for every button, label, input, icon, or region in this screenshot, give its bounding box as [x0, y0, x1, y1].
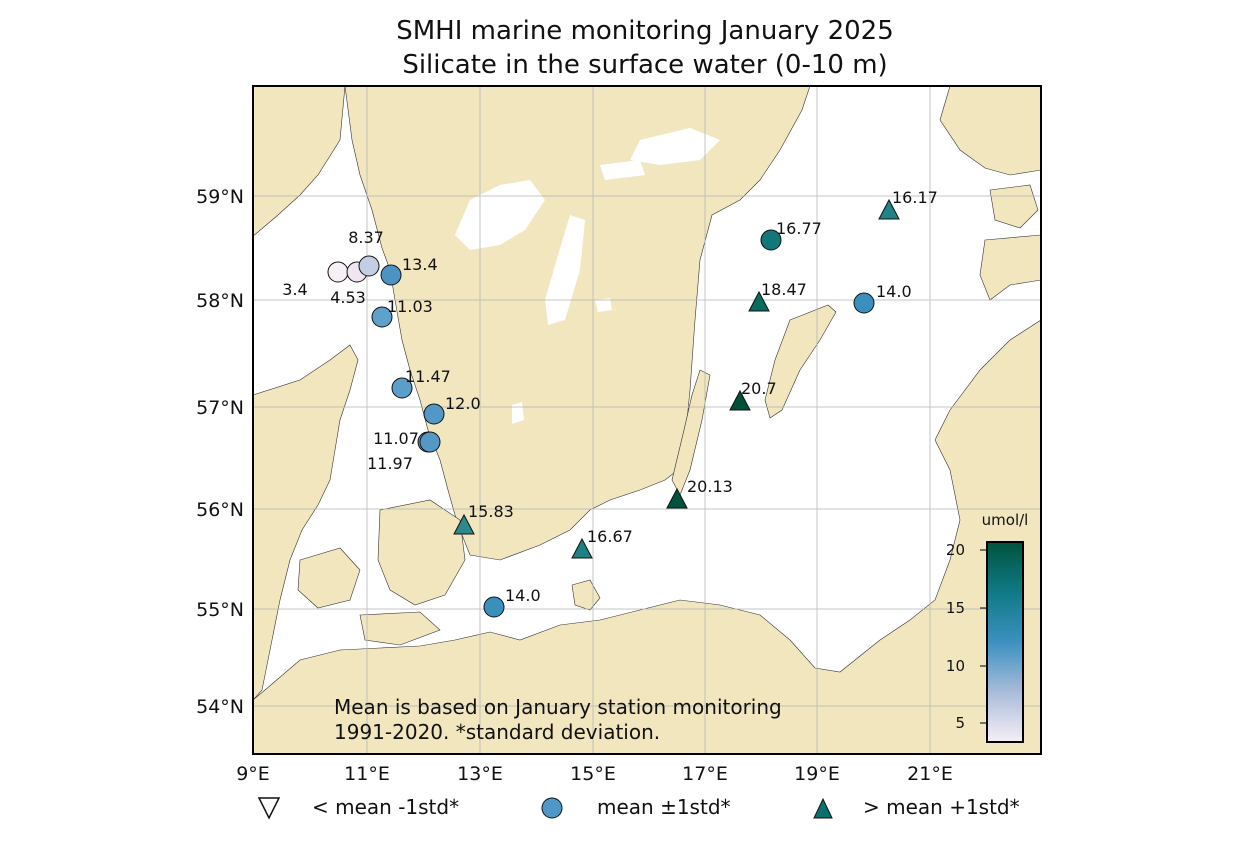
y-tick-2: 56°N — [196, 499, 244, 521]
station-value-label: 13.4 — [402, 255, 438, 274]
land-germany-poland — [253, 319, 1041, 754]
land-finland-coast — [979, 234, 1041, 301]
land-sweden — [344, 86, 811, 561]
legend-label-1: mean ±1std* — [597, 795, 731, 819]
station-value-label: 20.13 — [687, 477, 733, 496]
station-value-label: 11.07 — [373, 429, 419, 448]
map-title: SMHI marine monitoring January 2025 — [396, 16, 894, 46]
station-value-label: 4.53 — [330, 288, 366, 307]
station-triangle — [666, 487, 688, 509]
station-circle — [423, 403, 445, 425]
station-value-label: 18.47 — [761, 280, 807, 299]
colorbar-tick-2: 15 — [946, 599, 965, 617]
station-circle — [760, 229, 782, 251]
station-circle — [371, 306, 393, 328]
station-value-label: 11.03 — [387, 297, 433, 316]
station-value-label: 11.97 — [367, 454, 413, 473]
station-value-label: 12.0 — [445, 394, 481, 413]
y-tick-0: 54°N — [196, 696, 244, 718]
station-circle — [419, 431, 441, 453]
land-gotland — [764, 304, 837, 419]
station-triangle — [453, 513, 475, 535]
legend: < mean -1std* mean ±1std* > mean +1std* — [257, 795, 1020, 820]
station-value-label: 15.83 — [468, 502, 514, 521]
land-norway — [253, 86, 346, 237]
x-tick-labels: 9°E 11°E 13°E 15°E 17°E 19°E 21°E — [236, 763, 953, 785]
station-circle — [483, 596, 505, 618]
station-triangle — [748, 290, 770, 312]
note-line-2: 1991-2020. *standard deviation. — [334, 720, 660, 744]
station-circle — [327, 261, 349, 283]
lake-malaren — [630, 128, 720, 165]
x-tick-2: 13°E — [457, 763, 503, 785]
map-area: 3.4 4.53 8.37 13.4 11.03 11.47 12.0 11.07 11.97 1… — [253, 86, 1041, 754]
station-value-label: 16.17 — [892, 188, 938, 207]
x-tick-5: 19°E — [794, 763, 840, 785]
y-tick-labels: 54°N 55°N 56°N 57°N 58°N 59°N — [196, 186, 244, 718]
x-tick-3: 15°E — [570, 763, 616, 785]
station-value-label: 8.37 — [348, 228, 384, 247]
station-circle — [391, 377, 413, 399]
legend-label-2: > mean +1std* — [863, 795, 1020, 819]
land-masses — [253, 86, 1041, 754]
colorbar-tick-1: 10 — [946, 657, 965, 675]
land-funen — [297, 547, 361, 609]
x-tick-0: 9°E — [236, 763, 270, 785]
land-jutland — [253, 344, 359, 701]
map-frame — [252, 85, 1042, 755]
lake-small-1 — [595, 298, 612, 312]
land-finland — [939, 86, 1041, 176]
y-tick-5: 59°N — [196, 186, 244, 208]
station-value-label: 11.47 — [405, 367, 451, 386]
station-value-label: 14.0 — [876, 282, 912, 301]
graticule — [253, 86, 1041, 754]
colorbar-unit: umol/l — [982, 511, 1029, 529]
triangle-down-icon — [257, 797, 281, 820]
station-markers: 3.4 4.53 8.37 13.4 11.03 11.47 12.0 11.07 11.97 1… — [282, 188, 938, 618]
station-triangle — [729, 389, 751, 411]
station-value-label: 3.4 — [282, 280, 307, 299]
x-tick-6: 21°E — [907, 763, 953, 785]
legend-label-0: < mean -1std* — [312, 795, 459, 819]
station-value-label: 14.0 — [505, 586, 541, 605]
colorbar-tick-0: 5 — [955, 714, 965, 732]
station-triangle — [878, 198, 900, 220]
station-value-label: 20.7 — [741, 379, 777, 398]
x-tick-4: 17°E — [682, 763, 728, 785]
lake-hjalmaren — [600, 160, 645, 180]
station-circle — [358, 255, 380, 277]
station-value-label: 16.67 — [587, 527, 633, 546]
colorbar-tick-3: 20 — [946, 541, 965, 559]
y-tick-3: 57°N — [196, 397, 244, 419]
x-tick-1: 11°E — [344, 763, 390, 785]
land-zealand — [377, 499, 466, 606]
station-circle — [853, 292, 875, 314]
colorbar-bar — [986, 541, 1024, 743]
y-tick-1: 55°N — [196, 599, 244, 621]
land-lolland — [359, 611, 441, 646]
map-subtitle: Silicate in the surface water (0-10 m) — [402, 50, 888, 80]
lake-vattern — [545, 215, 585, 325]
station-circle — [380, 264, 402, 286]
lake-vanern — [455, 180, 545, 250]
y-tick-4: 58°N — [196, 290, 244, 312]
station-triangle — [571, 537, 593, 559]
circle-icon — [541, 797, 563, 819]
station-value-label: 16.77 — [776, 219, 822, 238]
note-line-1: Mean is based on January station monitor… — [334, 695, 782, 719]
colorbar: umol/l 5 10 15 20 — [946, 511, 1029, 743]
triangle-up-icon — [813, 797, 833, 819]
